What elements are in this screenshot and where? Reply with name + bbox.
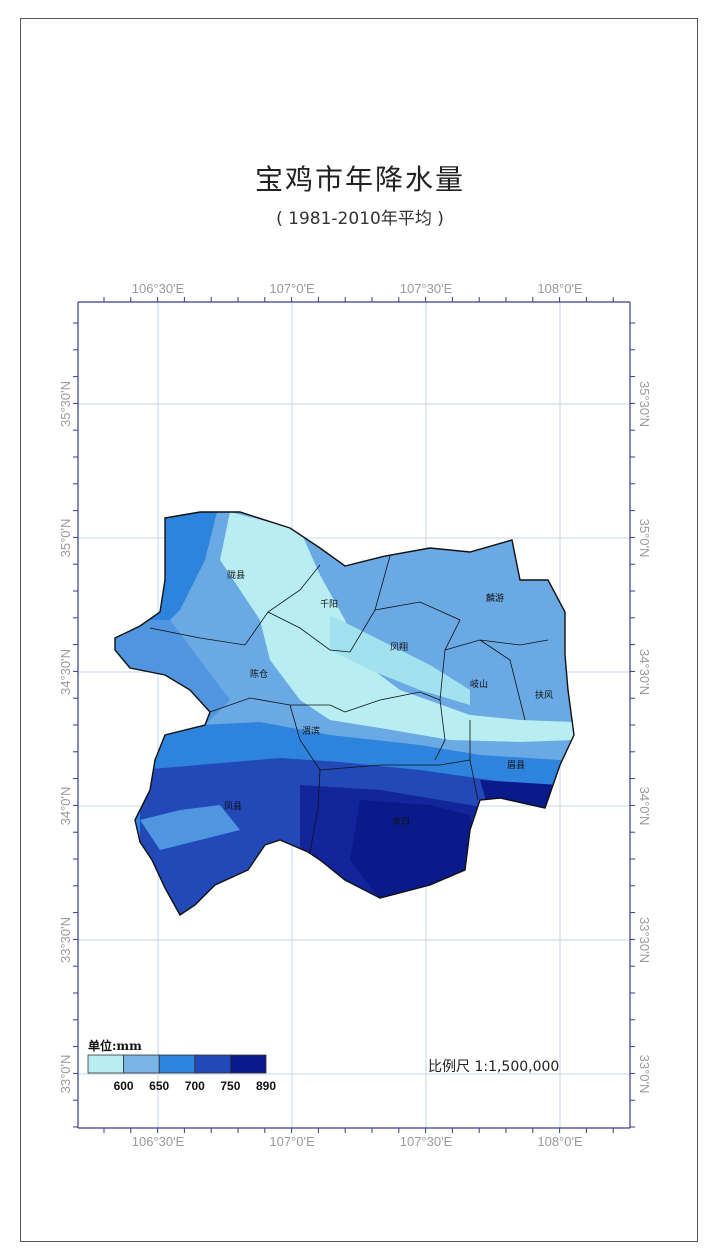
lon-label-bottom: 107°0'E bbox=[269, 1134, 315, 1149]
county-label-qianyang: 千阳 bbox=[320, 599, 338, 610]
lat-label-left: 34°30'N bbox=[58, 649, 73, 695]
lon-labels-top: 106°30'E 107°0'E 107°30'E 108°0'E bbox=[132, 281, 583, 296]
lat-label-right: 35°30'N bbox=[637, 381, 652, 427]
border-ticks bbox=[73, 297, 635, 1133]
lon-label-top: 107°30'E bbox=[400, 281, 453, 296]
county-label-fengxiang: 凤翔 bbox=[390, 641, 408, 653]
legend-swatches bbox=[87, 1054, 267, 1074]
lat-label-left: 34°0'N bbox=[58, 787, 73, 826]
lat-label-right: 33°30'N bbox=[637, 917, 652, 963]
county-label-taibai: 太白 bbox=[392, 815, 410, 827]
county-boundaries bbox=[149, 555, 549, 853]
county-label-linyou: 麟游 bbox=[486, 592, 504, 604]
legend-value: 600 bbox=[114, 1079, 134, 1093]
county-label-qishan: 岐山 bbox=[470, 678, 488, 690]
map-border bbox=[77, 301, 631, 1129]
legend-value: 650 bbox=[149, 1079, 169, 1093]
lon-label-top: 106°30'E bbox=[132, 281, 185, 296]
lon-label-bottom: 107°30'E bbox=[400, 1134, 453, 1149]
legend-title: 单位:mm bbox=[88, 1038, 142, 1053]
lat-label-right: 34°30'N bbox=[637, 649, 652, 695]
lon-label-top: 108°0'E bbox=[537, 281, 583, 296]
scale-text: 比例尺 1:1,500,000 bbox=[428, 1059, 559, 1075]
map-title: 宝鸡市年降水量 bbox=[254, 163, 465, 196]
legend-swatch bbox=[123, 1054, 160, 1074]
county-label-weibin: 渭滨 bbox=[302, 725, 320, 737]
legend-values: 600 650 700 750 890 bbox=[114, 1079, 277, 1093]
legend-swatch bbox=[87, 1054, 124, 1074]
map-subtitle: ( 1981-2010年平均 ) bbox=[276, 209, 444, 229]
legend-swatch bbox=[229, 1054, 267, 1074]
lat-label-left: 35°30'N bbox=[58, 381, 73, 427]
legend-value: 700 bbox=[185, 1079, 205, 1093]
lat-label-right: 34°0'N bbox=[637, 787, 652, 826]
legend: 单位:mm 600 650 700 750 890 bbox=[87, 1038, 277, 1093]
lon-label-bottom: 106°30'E bbox=[132, 1134, 185, 1149]
county-label-chencang: 陈仓 bbox=[250, 668, 268, 680]
county-label-fengxian: 凤县 bbox=[224, 801, 242, 812]
region-boundaries bbox=[114, 511, 575, 917]
lat-label-right: 33°0'N bbox=[637, 1055, 652, 1094]
county-label-meixian: 眉县 bbox=[507, 760, 525, 771]
lat-labels-right: 35°30'N 35°0'N 34°30'N 34°0'N 33°30'N 33… bbox=[637, 381, 652, 1093]
legend-swatch bbox=[194, 1054, 231, 1074]
county-labels: 陇县 千阳 麟游 凤翔 陈仓 岐山 扶风 眉县 渭滨 凤县 太白 bbox=[224, 569, 553, 827]
lat-label-left: 35°0'N bbox=[58, 519, 73, 558]
map-frame bbox=[20, 18, 698, 1242]
lon-label-top: 107°0'E bbox=[269, 281, 315, 296]
legend-value: 890 bbox=[256, 1079, 276, 1093]
lon-labels-bottom: 106°30'E 107°0'E 107°30'E 108°0'E bbox=[132, 1134, 583, 1149]
legend-value: 750 bbox=[220, 1079, 240, 1093]
lat-label-left: 33°30'N bbox=[58, 917, 73, 963]
county-label-longxian: 陇县 bbox=[227, 569, 245, 581]
lat-label-right: 35°0'N bbox=[637, 519, 652, 558]
lat-labels-left: 35°30'N 35°0'N 34°30'N 34°0'N 33°30'N 33… bbox=[58, 381, 73, 1093]
county-label-fufeng: 扶风 bbox=[535, 689, 553, 701]
legend-swatch bbox=[158, 1054, 196, 1074]
lat-label-left: 33°0'N bbox=[58, 1055, 73, 1094]
lon-label-bottom: 108°0'E bbox=[537, 1134, 583, 1149]
